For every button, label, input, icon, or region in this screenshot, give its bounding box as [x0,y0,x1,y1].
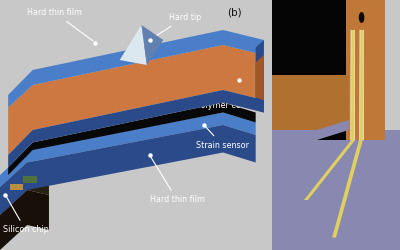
Polygon shape [272,75,349,140]
Polygon shape [8,45,264,155]
Text: Polymer core: Polymer core [196,82,249,110]
Polygon shape [8,30,264,108]
Polygon shape [0,112,256,188]
Polygon shape [256,55,264,100]
Text: Silicon chip: Silicon chip [3,198,48,234]
Text: Hard tip: Hard tip [152,13,201,38]
Polygon shape [0,162,49,215]
Polygon shape [346,0,385,140]
Polygon shape [10,184,23,190]
Polygon shape [8,90,264,168]
Text: (b): (b) [227,8,242,18]
Polygon shape [23,176,37,182]
Text: Hard thin film: Hard thin film [27,8,93,41]
Polygon shape [360,30,364,140]
Polygon shape [351,30,354,140]
Polygon shape [120,25,147,65]
Bar [272,0,349,140]
Polygon shape [8,102,256,175]
Polygon shape [272,130,400,250]
Polygon shape [0,190,49,250]
Polygon shape [272,120,349,140]
Text: Strain sensor: Strain sensor [196,127,249,150]
Polygon shape [332,140,363,237]
Text: Hard thin film: Hard thin film [150,157,205,204]
Polygon shape [142,25,163,65]
Circle shape [359,12,364,23]
Polygon shape [304,140,355,200]
Polygon shape [0,125,256,215]
Polygon shape [256,40,264,113]
